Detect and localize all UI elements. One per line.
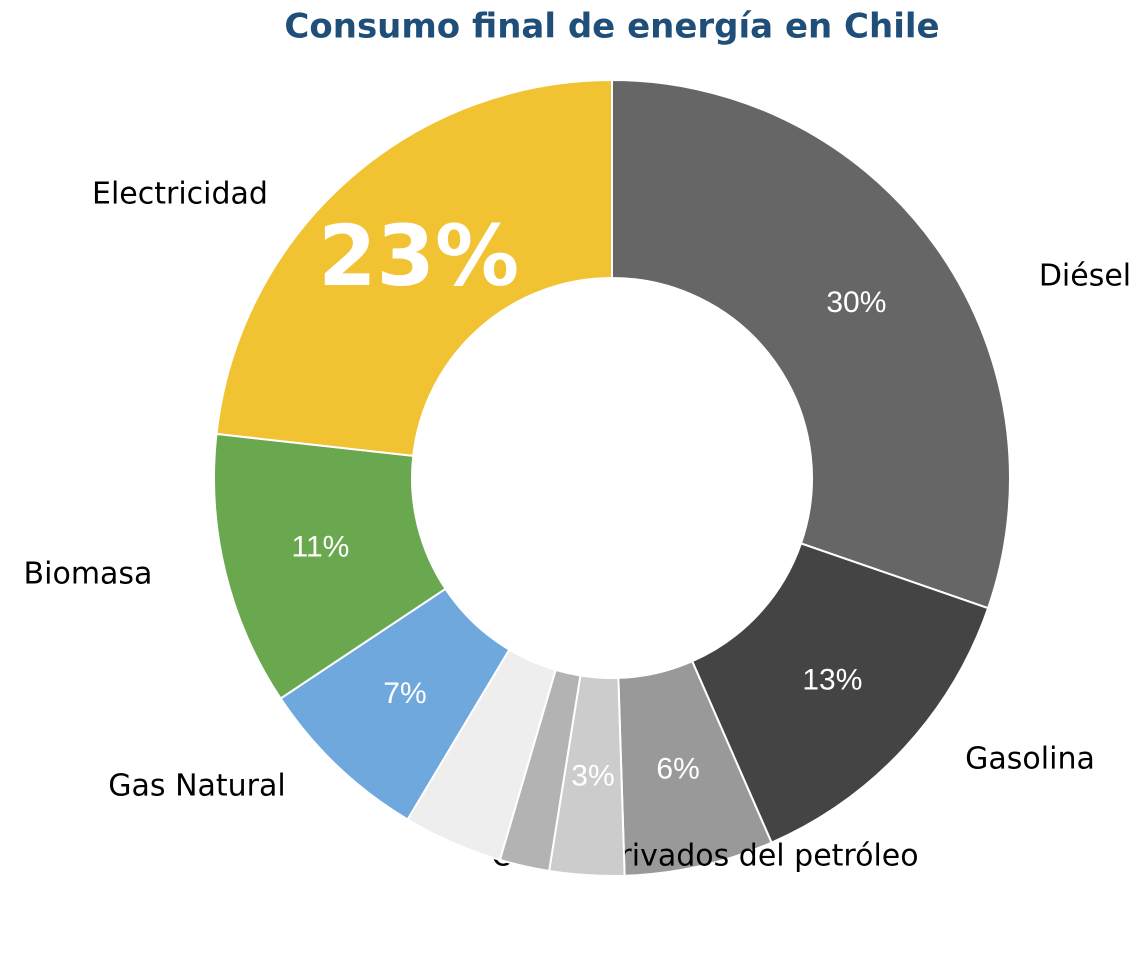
chart-title: Consumo final de energía en Chile [284,7,939,47]
donut-slice [213,432,447,700]
category-label: Electricidad [92,177,268,212]
value-label: 3% [571,759,614,792]
value-label: 23% [318,207,519,305]
value-label: 7% [383,677,426,710]
donut-slice [690,542,990,844]
donut-slice [611,78,1011,610]
value-label: 11% [292,531,350,564]
category-label: Gas Natural [108,769,285,804]
value-label: 30% [826,286,886,319]
donut-slice [215,78,613,457]
category-label: Gasolina [965,742,1095,777]
value-label: 13% [802,663,862,696]
value-label: 6% [656,753,699,786]
category-label: Diésel [1039,259,1131,294]
category-label: Biomasa [24,557,153,592]
